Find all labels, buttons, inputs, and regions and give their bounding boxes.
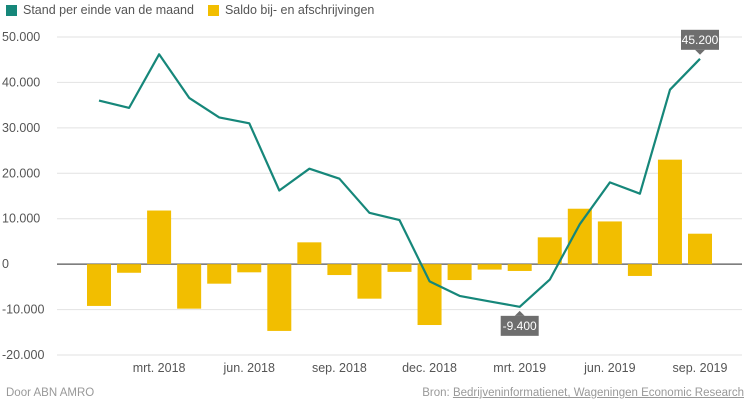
x-tick-label: mrt. 2018	[133, 361, 186, 375]
bar	[688, 233, 712, 265]
legend-item-bar[interactable]: Saldo bij- en afschrijvingen	[207, 3, 375, 17]
callout-box	[500, 315, 539, 336]
x-tick-label: dec. 2018	[402, 361, 457, 375]
bar	[357, 264, 382, 299]
y-tick-label: 10.000	[2, 212, 40, 226]
y-tick-label: 50.000	[2, 30, 40, 44]
x-tick-label: mrt. 2019	[493, 361, 546, 375]
y-tick-label: 30.000	[2, 121, 40, 135]
callout-label: -9.400	[503, 319, 537, 333]
source-link[interactable]: Bedrijveninformatienet, Wageningen Econo…	[452, 387, 744, 399]
y-tick-label: 20.000	[2, 166, 40, 180]
source-prefix: Bron:	[422, 387, 450, 399]
x-tick-label: jun. 2019	[583, 361, 635, 375]
line-series	[98, 53, 701, 308]
y-tick-label: -10.000	[2, 303, 44, 317]
callout-label: 45.200	[682, 33, 719, 47]
callout-pointer	[695, 49, 705, 55]
line-series-swatch-icon	[6, 4, 17, 16]
bar	[147, 210, 172, 265]
bar-series-swatch-icon	[207, 4, 219, 16]
bar	[117, 264, 142, 273]
bar	[87, 264, 111, 306]
bar	[627, 264, 652, 276]
legend-bar-label: Saldo bij- en afschrijvingen	[224, 3, 375, 17]
bar	[447, 264, 472, 281]
y-tick-label: 40.000	[2, 75, 40, 89]
bar	[207, 264, 232, 284]
bar	[237, 264, 262, 273]
bar	[657, 159, 682, 265]
x-tick-label: jun. 2018	[223, 361, 275, 375]
bar	[567, 208, 592, 265]
bar	[597, 221, 622, 265]
legend-item-line[interactable]: Stand per einde van de maand	[6, 3, 194, 17]
footer-credit: Door ABN AMRO	[6, 387, 95, 399]
bar	[507, 264, 532, 271]
footer-source: Bron: Bedrijveninformatienet, Wageningen…	[422, 387, 744, 399]
x-tick-label: sep. 2018	[312, 361, 367, 375]
bar	[537, 237, 562, 265]
bar	[177, 264, 202, 309]
bar	[417, 264, 442, 326]
bar	[297, 242, 322, 265]
y-tick-label: 0	[2, 257, 9, 271]
legend-line-label: Stand per einde van de maand	[23, 3, 194, 17]
y-tick-label: -20.000	[2, 348, 44, 362]
bar	[267, 264, 292, 331]
x-tick-label: sep. 2019	[673, 361, 728, 375]
bar	[477, 264, 502, 270]
legend: Stand per einde van de maand Saldo bij- …	[6, 3, 374, 17]
bar	[327, 264, 352, 276]
callout-box	[681, 29, 719, 50]
bar	[387, 264, 412, 272]
callout-pointer	[514, 310, 525, 316]
